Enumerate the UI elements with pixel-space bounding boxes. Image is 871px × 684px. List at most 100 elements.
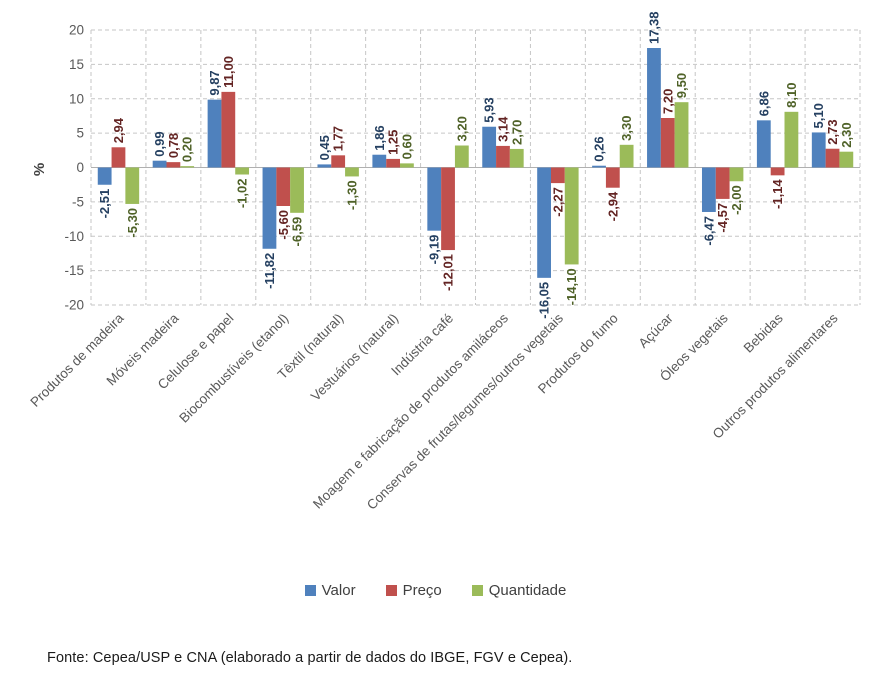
legend-swatch-valor [304,585,316,596]
x-axis-category-label: Conservas de frutas/legumes/outros veget… [364,310,566,512]
x-axis-category-label: Produtos de madeira [27,310,127,410]
bar [605,167,620,188]
legend-swatch-preço [385,585,397,596]
bar-value-label: 17,38 [646,11,661,44]
bar-value-label: 0,99 [152,131,167,156]
bar [97,167,112,185]
bar [839,151,854,168]
bar [180,166,195,168]
bar-value-label: 1,77 [331,126,346,151]
bar [647,48,661,168]
bar-value-label: 2,70 [509,120,524,145]
bar [729,167,744,182]
bar-value-label: -12,01 [441,254,456,291]
legend-item: Valor [304,582,356,599]
bar-value-label: 1,86 [372,125,387,150]
bar [125,167,140,204]
bar-value-label: -1,14 [770,179,785,209]
bar [235,167,250,175]
bar-value-label: -5,60 [276,210,291,240]
bar-value-label: -2,51 [97,189,112,219]
bar [290,167,304,213]
bar [715,167,730,199]
bar [701,167,716,212]
bar [482,126,497,168]
bar [660,118,675,168]
bar-value-label: -6,47 [701,216,716,246]
bar [811,132,826,168]
x-axis-category-label: Bebidas [741,310,786,355]
bar-value-label: 2,73 [825,119,840,144]
y-axis-tick-label: -10 [64,229,84,244]
bar [825,148,840,168]
bar-value-label: 8,10 [784,83,799,108]
bar-value-label: 0,60 [399,134,414,159]
y-axis-tick-label: 0 [76,160,84,175]
bar-value-label: 0,78 [166,133,181,158]
bar-value-label: 5,10 [811,103,826,128]
chart-legend: Valor Preço Quantidade [0,582,871,599]
bar-value-label: 2,94 [111,117,126,143]
legend-label: Valor [321,582,356,599]
bar-value-label: 7,20 [660,89,675,114]
bar [770,167,785,176]
bar [276,167,291,206]
bar [331,155,346,168]
bar [550,167,565,184]
bar-value-label: -2,00 [729,185,744,215]
legend-item: Quantidade [471,582,566,599]
source-note: Fonte: Cepea/USP e CNA (elaborado a part… [47,650,573,666]
bar [537,167,551,278]
bar-value-label: -1,30 [344,180,359,210]
bar-value-label: -16,05 [537,282,552,319]
bar [152,160,167,168]
bar-value-label: -5,30 [125,208,140,238]
bar [756,120,771,168]
bar [619,144,634,168]
bar [592,165,606,168]
y-axis-tick-label: 5 [76,126,84,141]
bar [372,154,387,168]
bar [674,102,689,168]
bar [166,162,181,168]
legend-item: Preço [385,582,442,599]
bar-value-label: 6,86 [756,91,771,116]
bar [386,158,401,168]
bar-value-label: 5,93 [482,97,497,122]
bar-value-label: -4,57 [715,203,730,233]
bar [111,147,126,168]
y-axis-tick-label: -15 [64,263,84,278]
bar-value-label: 0,20 [180,137,195,162]
bar-value-label: -1,02 [235,179,250,209]
bar [427,167,442,231]
bar-chart: 20 15 10 5 0 -5 -10 -15 -20% -2,51 0,99 9,87 -11,82 0… [27,11,861,513]
bar-value-label: 9,50 [674,73,689,98]
bar [221,91,236,168]
y-axis-tick-label: 15 [69,57,84,72]
bar-value-label: 0,26 [592,136,607,161]
bar-value-label: -2,94 [605,191,620,221]
y-axis-tick-label: 10 [69,91,84,106]
bar [564,167,579,265]
bar-value-label: 11,00 [221,56,236,88]
bar [262,167,277,249]
y-axis-tick-label: 20 [69,23,84,38]
bar-value-label: -2,27 [550,187,565,217]
y-axis-title: % [31,163,48,176]
bar [441,167,455,251]
bar-value-label: -6,59 [290,217,305,247]
x-axis-category-label: Moagem e fabricação de produtos amiláceo… [310,310,511,511]
y-axis-tick-label: -20 [64,298,84,313]
bar-value-label: 0,45 [317,135,332,160]
bar [207,99,222,168]
y-axis-tick-label: -5 [72,194,84,209]
bar-value-label: 3,20 [454,116,469,141]
bar-value-label: 9,87 [207,70,222,95]
bar [496,145,510,168]
x-axis-category-label: Açúcar [636,310,677,351]
bar [400,163,414,168]
legend-swatch-quantidade [471,585,483,596]
legend-label: Preço [402,582,442,599]
bar-value-label: -11,82 [262,253,277,289]
